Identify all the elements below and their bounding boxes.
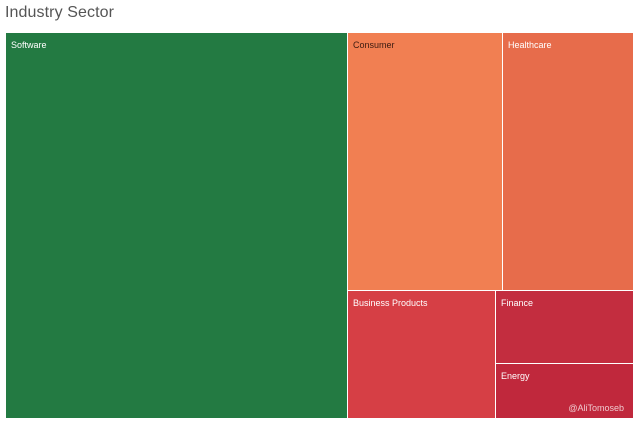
treemap-tile-healthcare[interactable]: Healthcare: [503, 33, 634, 291]
treemap-label-energy: Energy: [501, 371, 530, 381]
treemap-label-business-products: Business Products: [353, 298, 428, 308]
treemap-chart: Software Consumer Healthcare Business Produ…: [6, 33, 634, 419]
watermark-text: @AliTomoseb: [568, 403, 624, 413]
treemap-tile-consumer[interactable]: Consumer: [348, 33, 503, 291]
treemap-label-software: Software: [11, 40, 47, 50]
treemap-label-consumer: Consumer: [353, 40, 395, 50]
treemap-label-healthcare: Healthcare: [508, 40, 552, 50]
treemap-tile-finance[interactable]: Finance: [496, 291, 634, 364]
treemap-tile-business-products[interactable]: Business Products: [348, 291, 496, 419]
treemap-tile-software[interactable]: Software: [6, 33, 348, 419]
treemap-label-finance: Finance: [501, 298, 533, 308]
chart-title: Industry Sector: [5, 4, 114, 22]
